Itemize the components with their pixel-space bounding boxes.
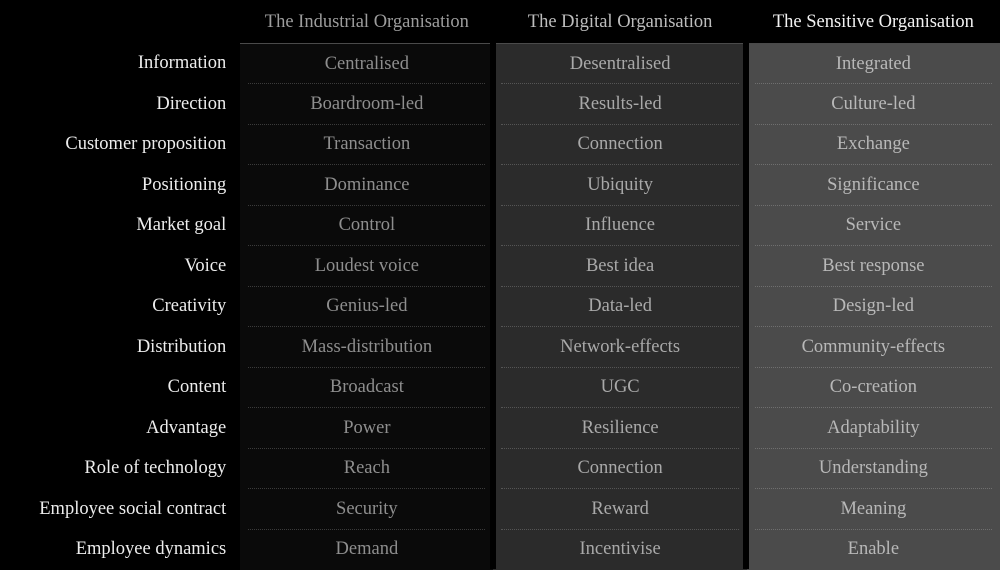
cell-sensitive: Significance	[747, 165, 1000, 206]
row-label: Market goal	[0, 206, 240, 247]
row-label: Content	[0, 368, 240, 409]
table-row: Voice Loudest voice Best idea Best respo…	[0, 246, 1000, 287]
cell-digital: Incentivise	[493, 530, 746, 570]
cell-sensitive: Exchange	[747, 125, 1000, 166]
cell-digital: Resilience	[493, 408, 746, 449]
table-row: Market goal Control Influence Service	[0, 206, 1000, 247]
cell-sensitive: Understanding	[747, 449, 1000, 490]
table-body: Information Centralised Desentralised In…	[0, 44, 1000, 570]
cell-industrial: Broadcast	[240, 368, 493, 409]
cell-sensitive: Meaning	[747, 489, 1000, 530]
row-label: Advantage	[0, 408, 240, 449]
cell-sensitive: Adaptability	[747, 408, 1000, 449]
cell-industrial: Boardroom-led	[240, 84, 493, 125]
row-label: Employee social contract	[0, 489, 240, 530]
table-row: Creativity Genius-led Data-led Design-le…	[0, 287, 1000, 328]
cell-sensitive: Service	[747, 206, 1000, 247]
cell-sensitive: Enable	[747, 530, 1000, 570]
cell-industrial: Centralised	[240, 44, 493, 85]
cell-sensitive: Integrated	[747, 44, 1000, 85]
cell-sensitive: Community-effects	[747, 327, 1000, 368]
table-row: Direction Boardroom-led Results-led Cult…	[0, 84, 1000, 125]
column-gap	[743, 0, 749, 569]
org-table: The Industrial Organisation The Digital …	[0, 0, 1000, 570]
table-row: Employee dynamics Demand Incentivise Ena…	[0, 530, 1000, 570]
cell-digital: Network-effects	[493, 327, 746, 368]
row-label: Creativity	[0, 287, 240, 328]
column-gap	[490, 0, 496, 569]
cell-digital: UGC	[493, 368, 746, 409]
row-label: Customer proposition	[0, 125, 240, 166]
cell-digital: Connection	[493, 125, 746, 166]
cell-digital: Results-led	[493, 84, 746, 125]
cell-industrial: Power	[240, 408, 493, 449]
table-row: Advantage Power Resilience Adaptability	[0, 408, 1000, 449]
cell-industrial: Dominance	[240, 165, 493, 206]
header-sensitive: The Sensitive Organisation	[747, 0, 1000, 44]
cell-sensitive: Culture-led	[747, 84, 1000, 125]
table-row: Role of technology Reach Connection Unde…	[0, 449, 1000, 490]
cell-digital: Connection	[493, 449, 746, 490]
row-label: Voice	[0, 246, 240, 287]
cell-industrial: Transaction	[240, 125, 493, 166]
row-label: Role of technology	[0, 449, 240, 490]
header-blank	[0, 0, 240, 44]
cell-sensitive: Best response	[747, 246, 1000, 287]
cell-industrial: Control	[240, 206, 493, 247]
table-row: Customer proposition Transaction Connect…	[0, 125, 1000, 166]
row-label: Distribution	[0, 327, 240, 368]
cell-digital: Best idea	[493, 246, 746, 287]
cell-industrial: Demand	[240, 530, 493, 570]
table-row: Positioning Dominance Ubiquity Significa…	[0, 165, 1000, 206]
cell-digital: Data-led	[493, 287, 746, 328]
cell-industrial: Reach	[240, 449, 493, 490]
table-row: Distribution Mass-distribution Network-e…	[0, 327, 1000, 368]
table-row: Content Broadcast UGC Co-creation	[0, 368, 1000, 409]
cell-sensitive: Co-creation	[747, 368, 1000, 409]
cell-sensitive: Design-led	[747, 287, 1000, 328]
row-label: Employee dynamics	[0, 530, 240, 570]
cell-digital: Reward	[493, 489, 746, 530]
cell-digital: Influence	[493, 206, 746, 247]
header-row: The Industrial Organisation The Digital …	[0, 0, 1000, 44]
cell-industrial: Security	[240, 489, 493, 530]
header-digital: The Digital Organisation	[493, 0, 746, 44]
cell-digital: Desentralised	[493, 44, 746, 85]
cell-industrial: Loudest voice	[240, 246, 493, 287]
header-industrial: The Industrial Organisation	[240, 0, 493, 44]
cell-industrial: Mass-distribution	[240, 327, 493, 368]
row-label: Positioning	[0, 165, 240, 206]
table-row: Employee social contract Security Reward…	[0, 489, 1000, 530]
cell-industrial: Genius-led	[240, 287, 493, 328]
row-label: Direction	[0, 84, 240, 125]
row-label: Information	[0, 44, 240, 85]
cell-digital: Ubiquity	[493, 165, 746, 206]
comparison-table: The Industrial Organisation The Digital …	[0, 0, 1000, 569]
table-row: Information Centralised Desentralised In…	[0, 44, 1000, 85]
